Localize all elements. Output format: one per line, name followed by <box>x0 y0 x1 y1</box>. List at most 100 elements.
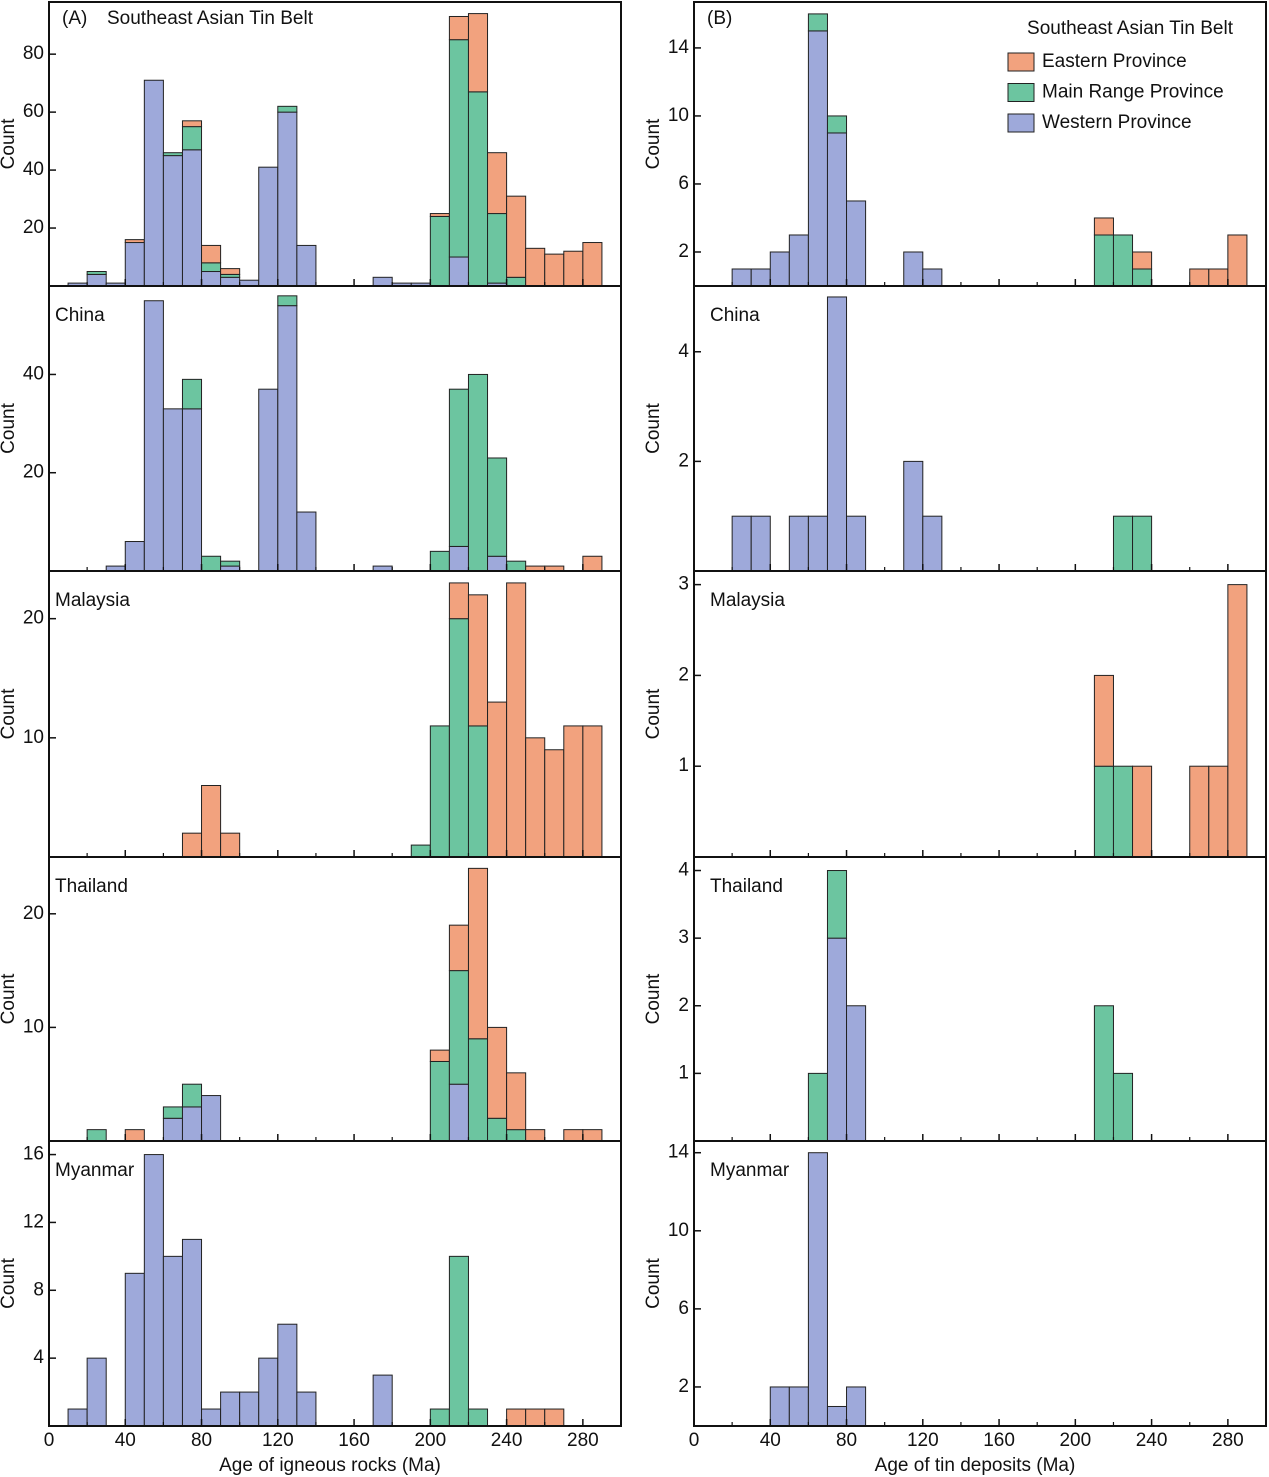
panel-label: (A) <box>62 8 87 29</box>
histogram-bar <box>467 373 489 572</box>
panel-frame <box>693 1140 1267 1427</box>
histogram-bar <box>258 1357 279 1427</box>
y-tick-label: 14 <box>668 37 690 58</box>
histogram-bar <box>807 1152 828 1427</box>
histogram-bar <box>1208 765 1229 858</box>
histogram-bar <box>750 515 771 572</box>
histogram-bar <box>162 155 183 287</box>
y-tick-label: 3 <box>678 574 689 595</box>
histogram-bar <box>410 844 431 858</box>
histogram-bar <box>162 408 183 572</box>
y-tick-label: 80 <box>23 43 44 64</box>
histogram-bar <box>448 388 469 547</box>
x-tick-label: 120 <box>907 1430 939 1451</box>
x-tick-label: 160 <box>338 1430 370 1451</box>
histogram-bar <box>487 213 508 284</box>
histogram-bar <box>750 268 771 287</box>
histogram-bar <box>487 152 508 215</box>
histogram-bar <box>1093 234 1114 287</box>
histogram-bar <box>86 273 107 287</box>
histogram-bar <box>181 149 203 287</box>
histogram-bar <box>162 1255 183 1427</box>
x-axis-label: Age of igneous rocks (Ma) <box>219 1455 441 1476</box>
histogram-bar <box>372 276 393 287</box>
y-axis-label: Count <box>643 688 664 739</box>
histogram-bar <box>181 120 203 128</box>
histogram-bar <box>429 1408 450 1427</box>
y-axis-label: Count <box>643 973 664 1024</box>
histogram-bar <box>487 1026 508 1119</box>
histogram-bar <box>86 1129 107 1142</box>
histogram-bar <box>1112 234 1134 287</box>
histogram-bar <box>846 515 867 572</box>
histogram-bar <box>1132 251 1153 270</box>
histogram-bar <box>143 300 164 572</box>
histogram-bar <box>525 247 546 287</box>
histogram-bar <box>525 1129 546 1142</box>
histogram-bar <box>903 251 924 287</box>
y-axis-label: Count <box>643 402 664 453</box>
histogram-bar <box>807 13 828 32</box>
histogram-bar <box>124 239 145 244</box>
x-tick-label: 120 <box>262 1430 294 1451</box>
y-tick-label: 12 <box>23 1211 44 1232</box>
histogram-bar <box>826 115 848 134</box>
histogram-bar <box>124 1272 145 1427</box>
histogram-bar <box>846 1386 867 1427</box>
histogram-bar <box>467 1038 489 1142</box>
histogram-bar <box>372 1374 393 1427</box>
histogram-bar <box>922 268 943 287</box>
histogram-bar <box>296 244 317 287</box>
histogram-bar <box>429 215 450 287</box>
y-tick-label: 6 <box>678 173 689 194</box>
histogram-bar <box>448 582 469 620</box>
histogram-bar <box>277 295 298 307</box>
histogram-bar <box>429 725 450 858</box>
histogram-bar <box>467 13 489 93</box>
histogram-bar <box>1227 584 1248 858</box>
panel-title: Thailand <box>55 876 128 897</box>
histogram-bar <box>506 195 527 278</box>
x-tick-label: 240 <box>491 1430 523 1451</box>
y-tick-label: 20 <box>23 608 44 629</box>
histogram-bar <box>181 378 203 410</box>
histogram-bar <box>467 1408 489 1427</box>
histogram-bar <box>220 268 241 275</box>
y-axis-label: Count <box>0 118 19 169</box>
y-tick-label: 2 <box>678 241 689 262</box>
panel-title: China <box>55 305 105 326</box>
x-tick-label: 40 <box>760 1430 781 1451</box>
y-tick-label: 20 <box>23 903 44 924</box>
x-tick-label: 0 <box>44 1430 55 1451</box>
histogram-bar <box>788 234 809 287</box>
y-tick-label: 14 <box>668 1142 690 1163</box>
histogram-bar <box>563 250 584 287</box>
histogram-bar <box>201 1408 222 1427</box>
histogram-bar <box>1132 515 1153 572</box>
histogram-bar <box>201 262 222 273</box>
y-tick-label: 2 <box>678 1376 689 1397</box>
histogram-bar <box>846 200 867 287</box>
histogram-bar <box>448 924 469 972</box>
y-tick-label: 4 <box>33 1347 44 1368</box>
histogram-bar <box>181 1106 203 1142</box>
histogram-bar <box>1227 234 1248 287</box>
histogram-bar <box>788 515 809 572</box>
histogram-bar <box>582 725 603 858</box>
panel-title: China <box>710 305 760 326</box>
histogram-bar <box>277 305 298 572</box>
histogram-bar <box>277 111 298 287</box>
y-tick-label: 1 <box>678 1062 689 1083</box>
y-tick-label: 2 <box>678 664 689 685</box>
y-tick-label: 6 <box>678 1298 689 1319</box>
y-tick-label: 60 <box>23 101 44 122</box>
legend-swatch <box>1007 52 1035 72</box>
histogram-bar <box>807 515 828 572</box>
legend-title: Southeast Asian Tin Belt <box>1027 18 1234 39</box>
x-tick-label: 80 <box>836 1430 857 1451</box>
histogram-bar <box>487 555 508 572</box>
histogram-bar <box>296 1391 317 1427</box>
histogram-bar <box>201 1095 222 1142</box>
histogram-bar <box>448 39 469 258</box>
